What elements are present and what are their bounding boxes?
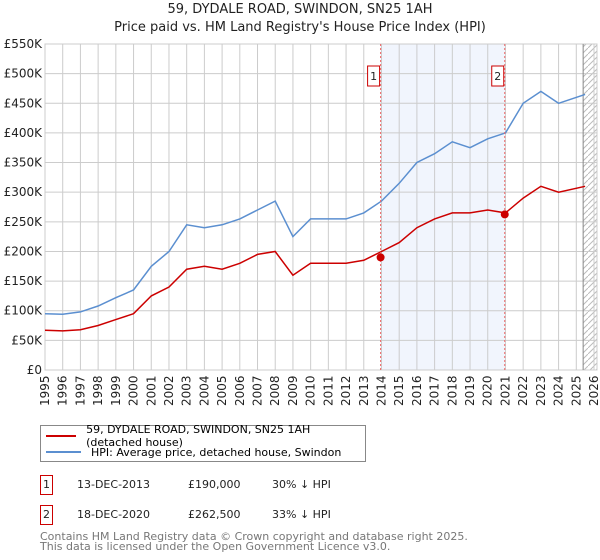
legend-swatch-red	[46, 435, 77, 437]
y-tick-label: £100K	[4, 304, 44, 318]
x-tick-label: 2020	[481, 375, 495, 406]
legend-item-hpi: HPI: Average price, detached house, Swin…	[46, 445, 341, 459]
series-line-property	[44, 185, 586, 332]
x-tick-label: 2000	[127, 375, 141, 406]
x-tick-label: 1995	[38, 375, 52, 406]
x-tick-label: 1999	[109, 375, 123, 406]
sale-price: £190,000	[188, 478, 241, 491]
footer-line: Contains HM Land Registry data © Crown c…	[40, 530, 468, 543]
y-tick-label: £200K	[4, 244, 44, 258]
x-tick-label: 2015	[392, 375, 406, 406]
legend-label: 59, DYDALE ROAD, SWINDON, SN25 1AH (deta…	[86, 423, 311, 449]
x-tick-label: 2019	[463, 375, 477, 406]
sale-marker-label: 2	[40, 505, 53, 525]
x-tick-label: 2023	[534, 375, 548, 406]
x-tick-label: 2026	[587, 375, 600, 406]
sale-label: 2	[494, 70, 501, 83]
x-tick-label: 2006	[233, 375, 247, 406]
x-tick-label: 2016	[410, 375, 424, 406]
series-line-hpi	[44, 90, 586, 316]
sale-hpi: 30% ↓ HPI	[272, 478, 331, 491]
x-tick-label: 2012	[339, 375, 353, 406]
legend-item-property: 59, DYDALE ROAD, SWINDON, SN25 1AH (deta…	[46, 423, 365, 449]
x-tick-label: 2010	[304, 375, 318, 406]
x-tick-label: 2018	[445, 375, 459, 406]
x-tick-label: 2014	[374, 375, 388, 406]
x-tick-label: 1997	[73, 375, 87, 406]
sale-label-box	[367, 65, 381, 87]
x-tick-label: 2011	[321, 375, 335, 406]
x-tick-label: 2021	[498, 375, 512, 406]
x-tick-label: 2013	[357, 375, 371, 406]
x-tick-label: 1998	[91, 375, 105, 406]
sale-point	[500, 210, 509, 219]
y-tick-label: £0	[27, 363, 42, 377]
y-tick-label: £350K	[4, 156, 44, 170]
y-tick-label: £500K	[4, 67, 44, 81]
x-tick-label: 2009	[286, 375, 300, 406]
x-tick-label: 2025	[569, 375, 583, 406]
sale-date: 18-DEC-2020	[77, 508, 151, 521]
sale-label-box	[491, 65, 505, 87]
sale-price: £262,500	[188, 508, 241, 521]
x-tick-label: 2003	[180, 375, 194, 406]
x-tick-label: 2024	[552, 375, 566, 406]
x-tick-label: 2007	[251, 375, 265, 406]
legend-label: HPI: Average price, detached house, Swin…	[91, 445, 342, 459]
sale-date: 13-DEC-2013	[77, 478, 151, 491]
forecast-hatch	[583, 44, 597, 370]
footer-line: This data is licensed under the Open Gov…	[40, 540, 391, 553]
chart-title: 59, DYDALE ROAD, SWINDON, SN25 1AH	[167, 2, 433, 17]
y-tick-label: £300K	[4, 185, 44, 199]
y-tick-label: £250K	[4, 215, 44, 229]
footer: Contains HM Land Registry data © Crown c…	[40, 530, 468, 553]
x-tick-label: 2001	[144, 375, 158, 406]
x-tick-label: 1996	[56, 375, 70, 406]
sale-hpi: 33% ↓ HPI	[272, 508, 331, 521]
chart-subtitle: Price paid vs. HM Land Registry's House …	[114, 20, 486, 35]
x-tick-label: 2008	[268, 375, 282, 406]
sale-marker-label: 1	[40, 475, 53, 495]
x-tick-label: 2005	[215, 375, 229, 406]
sale-label: 1	[370, 70, 377, 83]
y-tick-label: £550K	[4, 37, 44, 51]
plot-border	[44, 43, 598, 371]
sale-point	[376, 253, 385, 262]
x-tick-label: 2022	[516, 375, 530, 406]
x-tick-label: 2017	[428, 375, 442, 406]
shaded-period	[380, 44, 505, 370]
y-tick-label: £50K	[11, 333, 43, 347]
y-tick-label: £450K	[4, 96, 44, 110]
legend: 59, DYDALE ROAD, SWINDON, SN25 1AH (deta…	[40, 423, 366, 462]
x-tick-label: 2004	[197, 375, 211, 406]
legend-swatch-blue	[46, 451, 81, 453]
x-tick-label: 2002	[162, 375, 176, 406]
plot-area: 1995 1996 1997 1998 1999 2000 2001 2002 2003 2004…	[4, 37, 600, 406]
y-tick-label: £400K	[4, 126, 44, 140]
y-tick-label: £150K	[4, 274, 44, 288]
